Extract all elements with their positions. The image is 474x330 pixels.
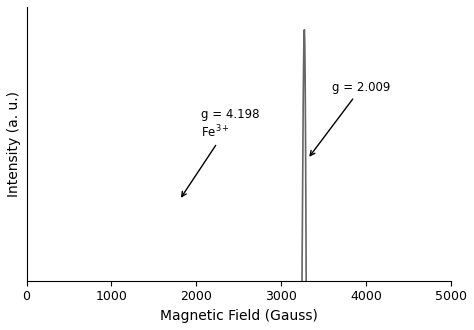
Y-axis label: Intensity (a. u.): Intensity (a. u.) (7, 91, 21, 197)
Text: g = 4.198
Fe$^{3+}$: g = 4.198 Fe$^{3+}$ (182, 108, 259, 197)
Text: g = 2.009: g = 2.009 (310, 81, 391, 156)
X-axis label: Magnetic Field (Gauss): Magnetic Field (Gauss) (160, 309, 318, 323)
